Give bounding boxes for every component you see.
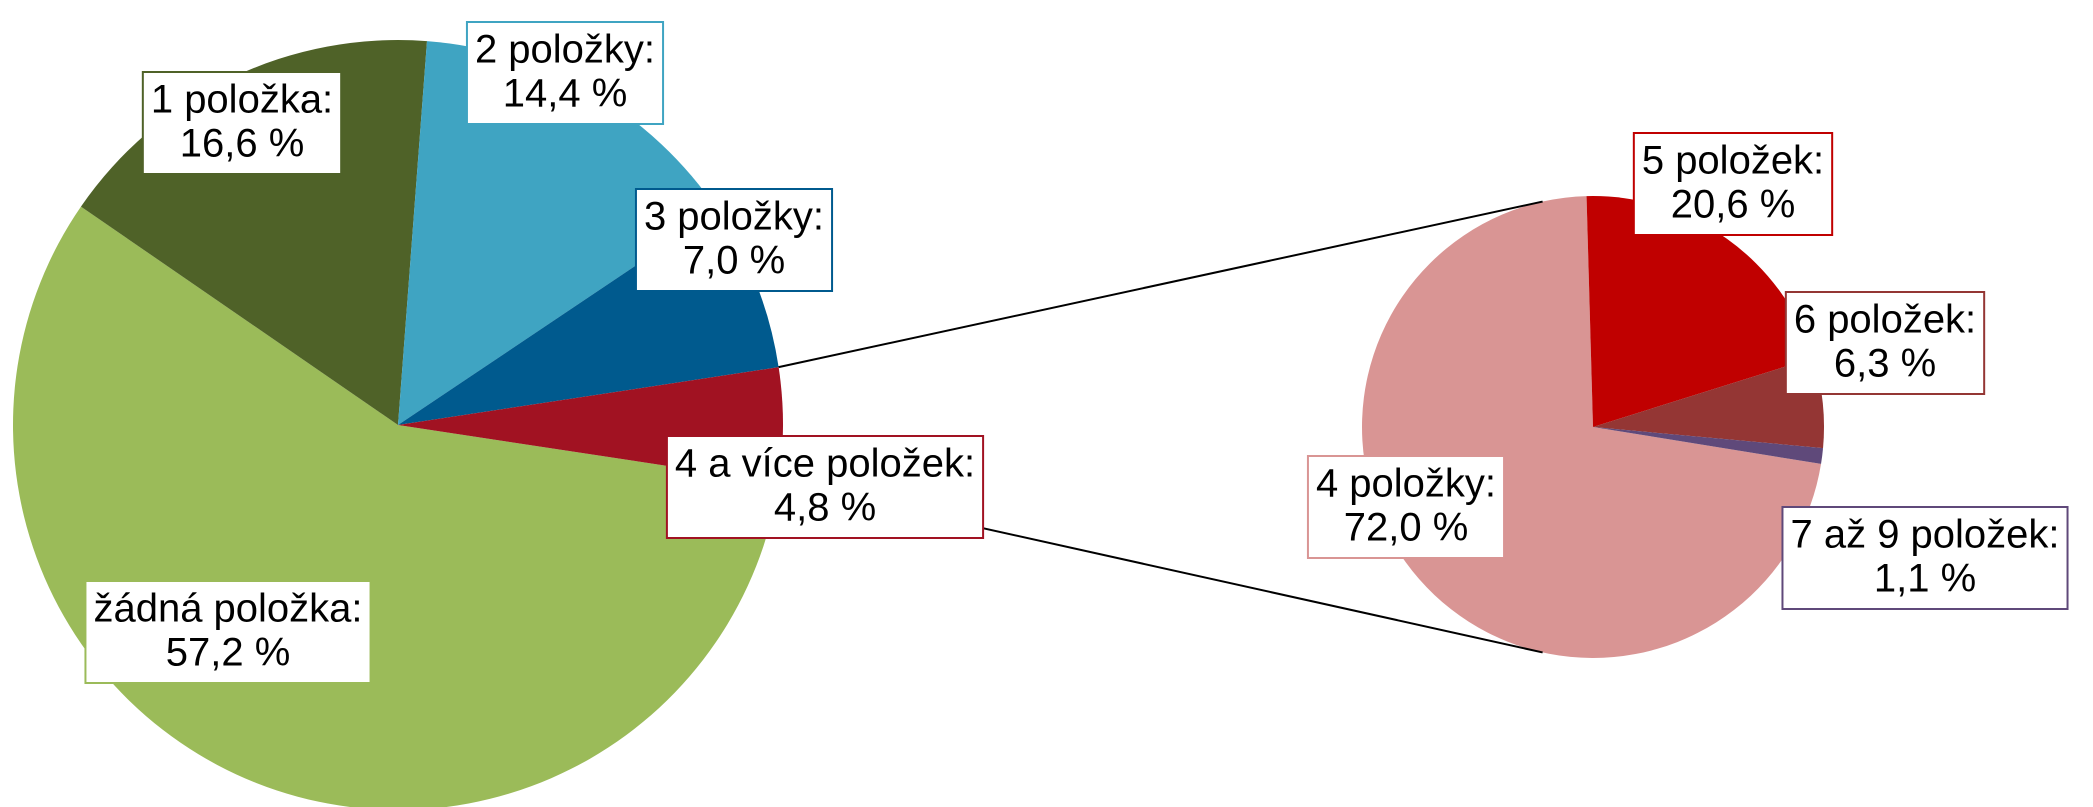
data-label: 7 až 9 položek:1,1 % [1781, 506, 2069, 610]
label-value: 20,6 % [1671, 183, 1796, 227]
label-box [1306, 455, 1506, 559]
label-box [1632, 132, 1834, 236]
pie-slice [1593, 427, 1824, 464]
connector-line [778, 200, 1543, 369]
data-label: žádná položka:57,2 % [84, 580, 372, 684]
label-box [141, 71, 343, 175]
label-value: 6,3 % [1834, 342, 1936, 386]
data-label: 6 položek:6,3 % [1784, 291, 1986, 395]
data-label: 3 položky:7,0 % [634, 188, 834, 292]
label-box [634, 188, 834, 292]
label-category: 7 až 9 položek: [1790, 513, 2059, 557]
label-category: žádná položka: [93, 587, 362, 631]
label-value: 72,0 % [1344, 506, 1469, 550]
label-value: 7,0 % [683, 239, 785, 283]
data-label: 1 položka:16,6 % [141, 71, 343, 175]
label-box [465, 21, 665, 125]
label-category: 6 položek: [1794, 298, 1976, 342]
label-category: 2 položky: [475, 28, 655, 72]
data-label: 4 a více položek:4,8 % [665, 435, 985, 539]
data-label: 5 položek:20,6 % [1632, 132, 1834, 236]
label-category: 4 a více položek: [675, 442, 975, 486]
label-value: 16,6 % [180, 122, 305, 166]
label-value: 57,2 % [166, 631, 291, 675]
data-label: 2 položky:14,4 % [465, 21, 665, 125]
pie-slice [1586, 195, 1814, 427]
label-category: 1 položka: [151, 78, 333, 122]
data-label: 4 položky:72,0 % [1306, 455, 1506, 559]
label-box [1781, 506, 2069, 610]
label-box [84, 580, 372, 684]
pie-slice [1593, 357, 1824, 449]
pie-slice [398, 41, 718, 426]
label-value: 4,8 % [774, 486, 876, 530]
label-category: 4 položky: [1316, 462, 1496, 506]
label-value: 1,1 % [1874, 557, 1976, 601]
label-category: 3 položky: [644, 195, 824, 239]
labels: žádná položka:57,2 % 1 položka:16,6 % 2 po… [84, 21, 2069, 684]
label-box [1784, 291, 1986, 395]
label-box [665, 435, 985, 539]
label-value: 14,4 % [503, 72, 628, 116]
label-category: 5 položek: [1642, 139, 1824, 183]
